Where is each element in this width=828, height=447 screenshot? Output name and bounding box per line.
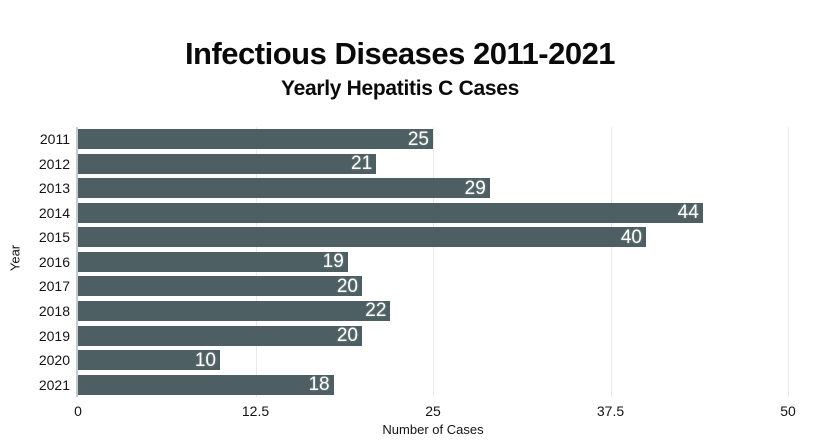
year-label: 2020 — [38, 352, 70, 369]
bar-value-label: 20 — [336, 325, 358, 347]
bar-value-label: 29 — [464, 177, 486, 199]
bar-row: 2015 40 — [39, 226, 788, 248]
bar-value-label: 20 — [336, 275, 358, 297]
bar-row: 2014 44 — [39, 202, 788, 224]
bar: 22 — [78, 300, 391, 322]
bar-row: 2017 20 — [39, 275, 788, 297]
bar: 20 — [78, 275, 362, 297]
bar: 10 — [78, 349, 220, 371]
x-tick-label: 12.5 — [241, 403, 270, 419]
bar-row: 2011 25 — [40, 128, 788, 150]
year-label: 2013 — [38, 180, 70, 197]
bar-row: 2012 21 — [39, 153, 788, 175]
bar: 19 — [78, 251, 348, 273]
bar-value-label: 25 — [407, 128, 429, 150]
bar-value-label: 21 — [351, 153, 373, 175]
year-label: 2016 — [38, 253, 70, 270]
x-axis-title: Number of Cases — [382, 422, 484, 437]
bar-value-label: 10 — [194, 349, 216, 371]
bar-row: 2018 22 — [39, 300, 788, 322]
bar-value-label: 40 — [620, 226, 642, 248]
year-label: 2015 — [38, 229, 70, 246]
bar-rows: 2011 25 2012 21 2013 29 2014 44 2015 40 2016 19 2017… — [39, 127, 788, 397]
x-tick-label: 25 — [425, 403, 441, 419]
bar: 21 — [78, 153, 377, 175]
bar-row: 2016 19 — [39, 251, 788, 273]
bar-value-label: 22 — [365, 300, 387, 322]
plot-area: 2011 25 2012 21 2013 29 2014 44 2015 40 2016 19 2017… — [39, 127, 796, 419]
year-label: 2014 — [38, 204, 70, 221]
year-label: 2018 — [38, 302, 70, 319]
bar-value-label: 18 — [308, 374, 330, 396]
bar-row: 2020 10 — [39, 349, 788, 371]
year-label: 2011 — [39, 131, 70, 148]
gridline — [433, 127, 434, 397]
x-tick-label: 37.5 — [596, 403, 625, 419]
bar: 20 — [78, 325, 362, 347]
bar: 18 — [78, 374, 334, 396]
x-tick-label: 0 — [74, 403, 82, 419]
gridline — [610, 127, 612, 397]
bar-value-label: 19 — [322, 251, 344, 273]
gridline — [788, 127, 789, 397]
year-label: 2017 — [38, 278, 70, 295]
x-tick-label: 50 — [780, 403, 796, 419]
bar-row: 2021 18 — [39, 374, 788, 396]
year-label: 2019 — [38, 327, 70, 344]
bar: 40 — [78, 226, 646, 248]
bar-row: 2019 20 — [39, 325, 788, 347]
year-label: 2021 — [38, 376, 70, 393]
y-axis-line — [76, 127, 78, 397]
bar-row: 2013 29 — [39, 177, 788, 199]
bar: 29 — [78, 177, 490, 199]
bar: 25 — [78, 128, 433, 150]
year-label: 2012 — [38, 155, 70, 172]
chart-subtitle: Yearly Hepatitis C Cases — [281, 77, 519, 100]
chart-title: Infectious Diseases 2011-2021 — [184, 36, 616, 71]
bar-value-label: 44 — [677, 202, 699, 224]
bar: 44 — [78, 202, 703, 224]
